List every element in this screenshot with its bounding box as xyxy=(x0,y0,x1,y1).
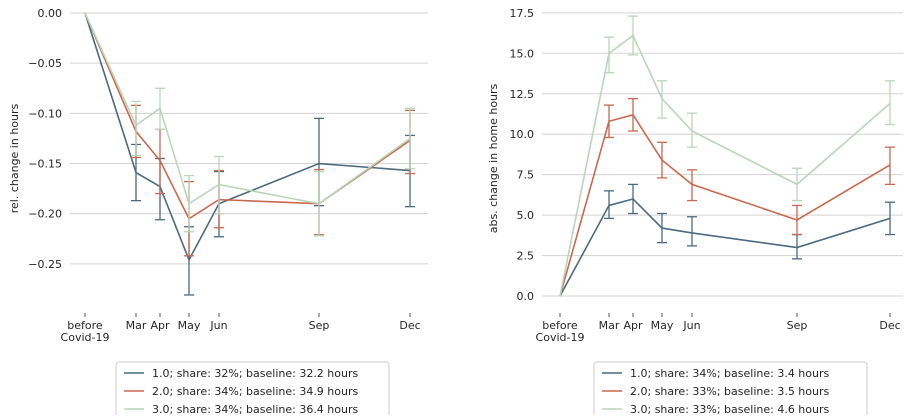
legend-label: 3.0; share: 34%; baseline: 36.4 hours xyxy=(152,403,359,415)
y-tick-label: 7.5 xyxy=(517,169,535,182)
y-tick-label: 2.5 xyxy=(517,250,535,263)
x-tick-label: Apr xyxy=(150,319,170,332)
x-tick-label: Sep xyxy=(309,319,330,332)
x-tick-label: May xyxy=(178,319,201,332)
error-bar xyxy=(885,81,895,125)
series-2 xyxy=(560,99,895,296)
series-2 xyxy=(85,13,415,256)
x-tick-label: Jun xyxy=(682,319,700,332)
x-tick-label: Mar xyxy=(126,319,147,332)
x-tick-label: Sep xyxy=(787,319,808,332)
legend-item: 2.0; share: 33%; baseline: 3.5 hours xyxy=(602,385,830,398)
y-tick-label: −0.25 xyxy=(28,258,62,271)
legend-item: 3.0; share: 34%; baseline: 36.4 hours xyxy=(124,403,359,415)
series-line xyxy=(85,13,410,260)
x-tick-label-line: Jun xyxy=(682,319,700,332)
legend-item: 2.0; share: 34%; baseline: 34.9 hours xyxy=(124,385,359,398)
error-bar xyxy=(131,101,141,155)
legend-item: 1.0; share: 34%; baseline: 3.4 hours xyxy=(602,367,830,380)
x-tick-label-line: Sep xyxy=(309,319,330,332)
legend-label: 1.0; share: 34%; baseline: 3.4 hours xyxy=(630,367,830,380)
y-tick-label: −0.20 xyxy=(28,208,62,221)
error-bar xyxy=(155,88,165,129)
error-bar xyxy=(687,217,697,246)
series-line xyxy=(560,36,890,297)
y-tick-label: −0.15 xyxy=(28,158,62,171)
error-bar xyxy=(885,147,895,184)
legend: 1.0; share: 32%; baseline: 32.2 hours 2.0… xyxy=(116,362,389,415)
y-tick-label: 10.0 xyxy=(510,128,535,141)
x-tick-label-line: Apr xyxy=(150,319,170,332)
y-tick-label: −0.10 xyxy=(28,107,62,120)
x-tick-label-line: Dec xyxy=(879,319,900,332)
y-tick-label: 0.00 xyxy=(38,7,63,20)
series-3 xyxy=(85,13,415,236)
x-tick-label: Dec xyxy=(879,319,900,332)
legend-item: 3.0; share: 33%; baseline: 4.6 hours xyxy=(602,403,830,415)
chart-panel-2: 0.0 2.5 5.0 7.5 10.0 12.5 15.0 17.5 abs. change … xyxy=(487,7,903,415)
x-tick-label-line: Dec xyxy=(399,319,420,332)
error-bar xyxy=(792,168,802,200)
y-tick-label: 5.0 xyxy=(517,209,535,222)
y-axis-label: rel. change in hours xyxy=(8,103,21,213)
error-bar xyxy=(405,108,415,168)
series-line xyxy=(85,13,410,219)
series-3 xyxy=(560,16,895,296)
legend: 1.0; share: 34%; baseline: 3.4 hours 2.0;… xyxy=(594,362,867,415)
error-bar xyxy=(184,176,194,232)
x-tick-label-line: Covid-19 xyxy=(536,331,585,344)
y-axis-label: abs. change in home hours xyxy=(487,83,500,233)
x-tick-label: Apr xyxy=(623,319,643,332)
chart-panel-1: 0.00 −0.05 −0.10 −0.15 −0.20 −0.25 rel. change… xyxy=(8,7,428,415)
x-tick-label-line: May xyxy=(178,319,201,332)
error-bar xyxy=(628,16,638,55)
x-tick-label: Mar xyxy=(599,319,620,332)
legend-label: 1.0; share: 32%; baseline: 32.2 hours xyxy=(152,367,359,380)
y-tick-label: 17.5 xyxy=(510,7,535,20)
error-bar xyxy=(628,99,638,131)
error-bar xyxy=(657,81,667,118)
x-tick-label-line: Apr xyxy=(623,319,643,332)
y-tick-label: 15.0 xyxy=(510,47,535,60)
x-tick-label: Dec xyxy=(399,319,420,332)
x-tick-label: May xyxy=(651,319,674,332)
y-tick-label: 0.0 xyxy=(517,290,535,303)
legend-label: 3.0; share: 33%; baseline: 4.6 hours xyxy=(630,403,830,415)
series-1 xyxy=(85,13,415,295)
y-tick-label: 12.5 xyxy=(510,88,535,101)
error-bar xyxy=(687,113,697,147)
x-tick-label-line: Covid-19 xyxy=(61,331,110,344)
error-bar xyxy=(792,205,802,234)
error-bar xyxy=(657,142,667,178)
x-tick-label: Jun xyxy=(209,319,227,332)
y-tick-label: −0.05 xyxy=(28,57,62,70)
error-bar xyxy=(885,202,895,234)
x-tick-label-line: Mar xyxy=(599,319,620,332)
error-bar xyxy=(628,184,638,213)
x-tick-label-line: May xyxy=(651,319,674,332)
x-tick-label-line: Jun xyxy=(209,319,227,332)
legend-label: 2.0; share: 33%; baseline: 3.5 hours xyxy=(630,385,830,398)
series-1 xyxy=(560,184,895,296)
x-tick-label-line: Mar xyxy=(126,319,147,332)
legend-label: 2.0; share: 34%; baseline: 34.9 hours xyxy=(152,385,359,398)
legend-item: 1.0; share: 32%; baseline: 32.2 hours xyxy=(124,367,359,380)
x-tick-label-line: Sep xyxy=(787,319,808,332)
